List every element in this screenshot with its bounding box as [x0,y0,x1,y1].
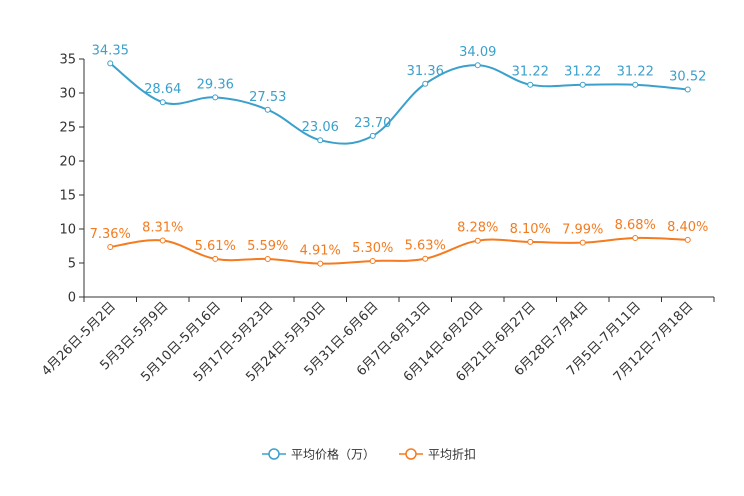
data-point[interactable] [632,234,639,241]
data-label: 34.09 [459,45,496,60]
legend-item-avg-price[interactable]: 平均价格（万） [262,447,375,462]
series-line [110,236,688,265]
data-label: 28.64 [144,82,181,97]
data-point[interactable] [579,239,586,246]
data-label: 8.31% [142,220,183,235]
data-point[interactable] [474,62,481,69]
data-label: 8.40% [667,220,708,235]
data-point[interactable] [107,243,114,250]
data-label: 5.61% [195,239,236,254]
data-label: 23.06 [302,120,339,135]
data-point[interactable] [212,255,219,262]
data-point[interactable] [474,237,481,244]
data-label: 8.28% [457,221,498,236]
data-point[interactable] [317,260,324,267]
data-point[interactable] [159,237,166,244]
legend[interactable]: 平均价格（万） 平均折扣 [262,447,476,462]
data-point[interactable] [527,238,534,245]
data-label: 31.22 [512,65,549,80]
y-tick-label: 10 [59,223,76,238]
axes: 051015202530354月26日-5月2日5月3日-5月9日5月10日-5… [39,53,715,385]
data-label: 31.22 [564,65,601,80]
data-point[interactable] [632,81,639,88]
data-label: 7.99% [562,223,603,238]
y-tick-label: 25 [59,121,76,136]
data-point[interactable] [579,81,586,88]
data-point[interactable] [369,132,376,139]
legend-item-avg-discount[interactable]: 平均折扣 [399,447,476,462]
data-label: 31.36 [407,64,444,79]
y-tick-label: 0 [68,291,76,306]
data-label: 7.36% [90,227,131,242]
data-label: 29.36 [197,77,234,92]
y-tick-label: 15 [59,189,76,204]
legend-marker-icon [405,448,417,460]
legend-label: 平均折扣 [428,447,476,462]
data-point[interactable] [317,137,324,144]
data-point[interactable] [684,86,691,93]
data-label: 31.22 [617,65,654,80]
data-point[interactable] [369,257,376,264]
data-point[interactable] [107,60,114,67]
legend-marker-icon [268,448,280,460]
data-point[interactable] [527,81,534,88]
series-avg-discount: 7.36% 8.31% 5.61% 5.59% 4.91% 5.30% 5.63% 8.28%… [90,218,708,267]
data-label: 27.53 [249,90,286,105]
data-label: 5.63% [405,239,446,254]
data-point[interactable] [422,80,429,87]
data-point[interactable] [422,255,429,262]
data-label: 30.52 [669,69,706,84]
data-label: 23.70 [354,116,391,131]
data-label: 34.35 [92,43,129,58]
y-tick-label: 20 [59,155,76,170]
data-label: 5.30% [352,241,393,256]
data-label: 4.91% [300,244,341,259]
y-tick-label: 30 [59,87,76,102]
data-label: 8.68% [615,218,656,233]
data-point[interactable] [684,236,691,243]
y-tick-label: 35 [59,53,76,68]
legend-label: 平均价格（万） [291,447,375,462]
y-tick-label: 5 [68,257,76,272]
data-point[interactable] [264,106,271,113]
series-avg-price: 34.35 28.64 29.36 27.53 23.06 23.70 31.36 34.09… [92,43,706,145]
data-label: 5.59% [247,239,288,254]
data-point[interactable] [159,99,166,106]
data-point[interactable] [264,255,271,262]
data-label: 8.10% [510,222,551,237]
series-layer: 34.35 28.64 29.36 27.53 23.06 23.70 31.36 34.09… [90,43,708,267]
data-point[interactable] [212,94,219,101]
